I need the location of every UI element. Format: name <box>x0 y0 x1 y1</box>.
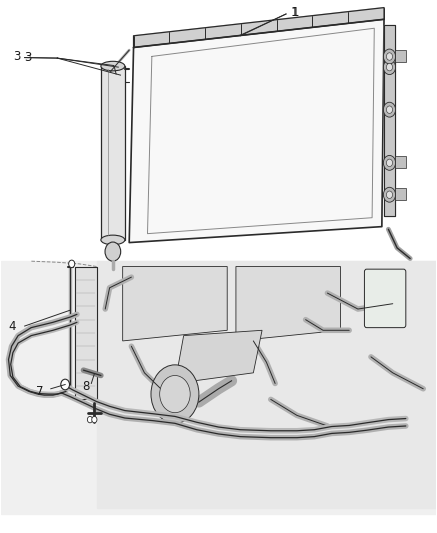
Polygon shape <box>97 261 436 508</box>
Circle shape <box>160 375 190 413</box>
Polygon shape <box>129 19 384 243</box>
Circle shape <box>105 242 121 261</box>
Polygon shape <box>101 66 125 240</box>
Circle shape <box>383 102 395 117</box>
Circle shape <box>383 60 395 75</box>
Circle shape <box>386 191 392 198</box>
Text: 7: 7 <box>36 385 44 398</box>
Circle shape <box>61 379 69 390</box>
FancyBboxPatch shape <box>364 269 406 328</box>
Circle shape <box>386 159 392 166</box>
Polygon shape <box>175 330 262 383</box>
Circle shape <box>383 49 395 64</box>
Polygon shape <box>134 7 384 47</box>
Polygon shape <box>384 25 395 216</box>
Text: 1: 1 <box>291 6 299 19</box>
Text: 4: 4 <box>9 320 16 333</box>
Text: 3: 3 <box>13 50 20 63</box>
Circle shape <box>386 106 392 114</box>
Circle shape <box>151 365 199 423</box>
Circle shape <box>386 53 392 60</box>
Circle shape <box>87 416 93 423</box>
Circle shape <box>69 260 75 268</box>
Circle shape <box>383 187 395 202</box>
Polygon shape <box>123 266 227 341</box>
Circle shape <box>386 63 392 71</box>
Polygon shape <box>1 261 436 514</box>
Polygon shape <box>75 266 97 399</box>
Circle shape <box>92 416 97 423</box>
Circle shape <box>383 156 395 170</box>
Polygon shape <box>395 157 406 168</box>
Polygon shape <box>395 188 406 200</box>
Text: 8: 8 <box>83 379 90 393</box>
Text: 3: 3 <box>24 51 32 64</box>
Polygon shape <box>395 50 406 62</box>
Polygon shape <box>236 266 340 341</box>
Ellipse shape <box>101 235 125 245</box>
Ellipse shape <box>101 61 125 71</box>
Text: 1: 1 <box>290 6 298 19</box>
